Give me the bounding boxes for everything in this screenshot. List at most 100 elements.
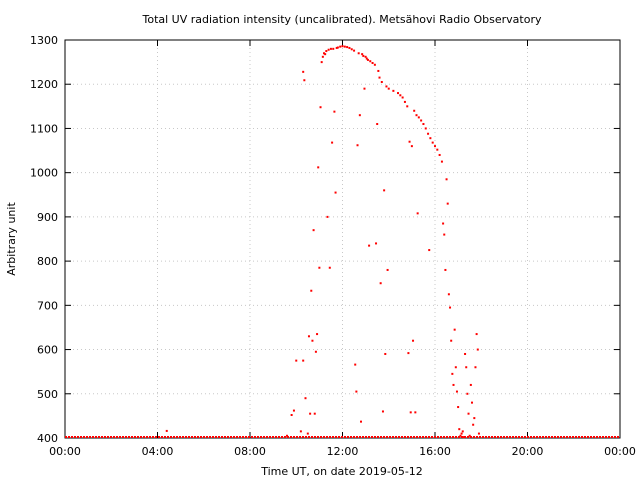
data-point bbox=[378, 76, 381, 79]
data-point bbox=[446, 202, 449, 205]
data-point bbox=[403, 100, 406, 103]
x-tick-label: 04:00 bbox=[142, 445, 174, 458]
data-point bbox=[436, 148, 439, 151]
data-point bbox=[450, 339, 453, 342]
data-point bbox=[434, 145, 436, 148]
x-tick-label: 20:00 bbox=[512, 445, 544, 458]
data-point bbox=[401, 96, 404, 99]
data-point bbox=[355, 390, 358, 393]
plot-frame bbox=[64, 39, 621, 439]
y-tick-label: 800 bbox=[37, 255, 58, 268]
data-point bbox=[385, 85, 388, 88]
y-tick-label: 1000 bbox=[30, 167, 58, 180]
data-point bbox=[332, 47, 335, 50]
x-tick-label: 00:00 bbox=[604, 445, 636, 458]
data-point bbox=[336, 46, 339, 49]
data-point bbox=[357, 52, 360, 55]
data-point bbox=[406, 105, 409, 108]
data-point bbox=[380, 81, 383, 84]
data-point bbox=[365, 57, 368, 60]
data-point bbox=[449, 306, 452, 309]
data-point bbox=[455, 390, 458, 393]
x-tick-label: 12:00 bbox=[327, 445, 359, 458]
data-point bbox=[469, 383, 472, 386]
chart-title: Total UV radiation intensity (uncalibrat… bbox=[142, 13, 542, 26]
data-point bbox=[314, 350, 317, 353]
data-point bbox=[363, 87, 366, 90]
data-point bbox=[392, 89, 395, 92]
data-point bbox=[472, 423, 475, 426]
data-point bbox=[333, 110, 336, 113]
data-point bbox=[366, 58, 369, 61]
data-point bbox=[420, 119, 423, 122]
data-point bbox=[292, 409, 295, 412]
data-point bbox=[346, 46, 349, 49]
data-point bbox=[369, 60, 372, 63]
data-point bbox=[461, 430, 464, 433]
data-point bbox=[327, 48, 330, 51]
data-point bbox=[334, 191, 337, 194]
data-point bbox=[407, 352, 410, 355]
data-point bbox=[331, 141, 334, 144]
y-tick-label: 1100 bbox=[30, 122, 58, 135]
data-point bbox=[290, 414, 293, 417]
data-point bbox=[312, 229, 315, 232]
data-point bbox=[325, 50, 328, 53]
data-point bbox=[303, 79, 306, 82]
data-point bbox=[409, 411, 412, 414]
data-point bbox=[464, 352, 467, 355]
data-point bbox=[444, 268, 447, 271]
data-point bbox=[428, 249, 431, 252]
data-point bbox=[458, 428, 461, 431]
data-point bbox=[413, 109, 416, 112]
data-point bbox=[313, 412, 316, 415]
data-point bbox=[309, 412, 312, 415]
data-point bbox=[376, 123, 379, 126]
data-point bbox=[424, 127, 427, 130]
data-point bbox=[452, 383, 455, 386]
data-point bbox=[317, 166, 320, 169]
data-point bbox=[438, 153, 441, 156]
data-point bbox=[348, 46, 351, 49]
data-point bbox=[375, 242, 378, 245]
data-point bbox=[386, 268, 389, 271]
data-point bbox=[360, 420, 362, 423]
data-point bbox=[343, 45, 346, 48]
data-point bbox=[397, 92, 399, 95]
data-point bbox=[414, 411, 417, 414]
x-tick-label: 00:00 bbox=[49, 445, 81, 458]
data-point bbox=[311, 339, 314, 342]
y-tick-label: 700 bbox=[37, 299, 58, 312]
data-point bbox=[387, 87, 390, 90]
data-point bbox=[165, 429, 168, 432]
data-point bbox=[299, 430, 302, 433]
y-tick-label: 1300 bbox=[30, 34, 58, 47]
data-point bbox=[427, 132, 430, 135]
data-point bbox=[316, 333, 319, 336]
data-point bbox=[468, 434, 471, 437]
data-point bbox=[335, 46, 338, 49]
data-point bbox=[422, 123, 425, 126]
data-point bbox=[410, 145, 413, 148]
y-tick-label: 1200 bbox=[30, 78, 58, 91]
data-point bbox=[467, 412, 470, 415]
data-point bbox=[454, 366, 457, 369]
data-point bbox=[451, 372, 454, 375]
data-point bbox=[339, 45, 342, 48]
data-point bbox=[304, 397, 307, 400]
data-point bbox=[466, 392, 469, 395]
data-point bbox=[445, 178, 448, 181]
data-point bbox=[358, 114, 361, 117]
data-point bbox=[417, 116, 420, 119]
data-point bbox=[302, 359, 305, 362]
data-point bbox=[440, 160, 443, 163]
data-point bbox=[460, 432, 463, 435]
data-point bbox=[362, 54, 365, 57]
data-point bbox=[321, 55, 324, 58]
data-point bbox=[447, 293, 450, 296]
data-point bbox=[465, 366, 468, 369]
data-point bbox=[318, 266, 321, 269]
x-axis-label: Time UT, on date 2019-05-12 bbox=[260, 465, 423, 478]
data-point bbox=[377, 69, 380, 72]
